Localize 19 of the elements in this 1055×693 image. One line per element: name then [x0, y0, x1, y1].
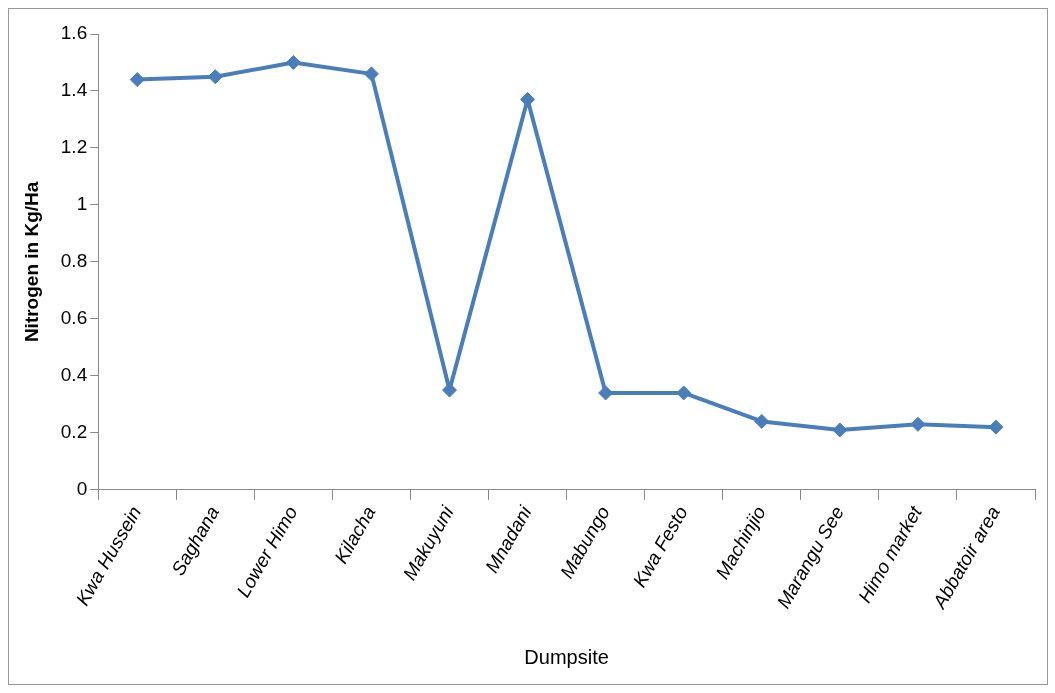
y-tick-label: 0 — [76, 478, 88, 500]
point — [988, 419, 1004, 435]
y-axis-title: Nitrogen in Kg/Ha — [20, 181, 42, 343]
y-tick-label: 0.4 — [60, 364, 88, 386]
x-axis-title: Dumpsite — [524, 645, 609, 668]
y-tick-label: 1.6 — [60, 22, 88, 44]
y-tick-label: 1 — [76, 193, 88, 215]
y-tick-label: 0.2 — [60, 421, 88, 443]
point — [363, 66, 379, 82]
point — [676, 385, 692, 401]
point — [285, 54, 301, 70]
point — [754, 413, 770, 429]
y-tick-label: 1.4 — [60, 79, 88, 101]
y-tick-label: 0.6 — [60, 307, 88, 329]
y-tick-label: 1.2 — [60, 136, 88, 158]
point — [910, 416, 926, 432]
point — [129, 72, 145, 88]
point — [832, 422, 848, 438]
y-tick-label: 0.8 — [60, 250, 88, 272]
